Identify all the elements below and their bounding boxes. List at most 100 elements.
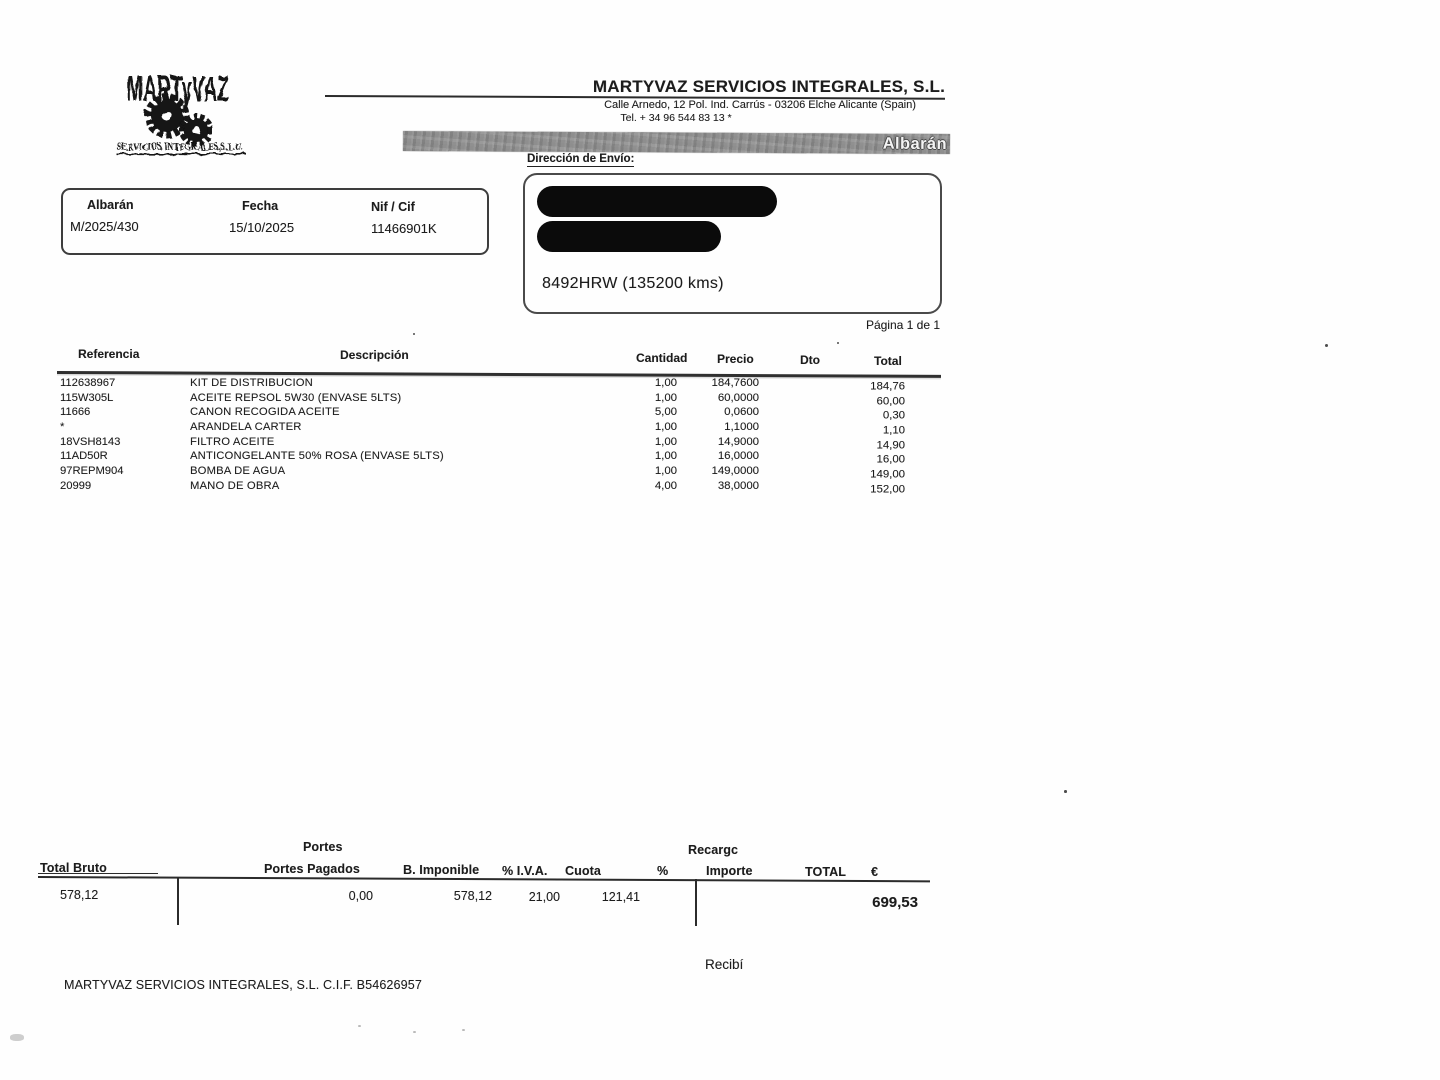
page-indicator: Página 1 de 1 <box>865 318 940 332</box>
col-header-descripcion: Descripción <box>340 348 409 362</box>
scan-speck <box>358 1025 361 1027</box>
scan-speck <box>413 1031 416 1033</box>
item-qty: 1,00 <box>654 465 677 478</box>
item-dto <box>759 391 831 406</box>
portes-label: Portes <box>303 840 343 854</box>
company-phone: Tel. + 34 96 544 83 13 * <box>620 112 732 124</box>
item-dto <box>759 464 831 479</box>
item-ref: 97REPM904 <box>60 465 124 478</box>
item-ref: 11AD50R <box>60 450 108 463</box>
item-dto <box>759 479 831 494</box>
item-dto <box>759 435 831 450</box>
nif-cif-value: 11466901K <box>371 221 437 236</box>
recibi-label: Recibí <box>705 957 744 972</box>
company-name: MARTYVAZ SERVICIOS INTEGRALES, S.L. <box>592 77 945 96</box>
col-header-referencia: Referencia <box>78 347 140 361</box>
scan-speck <box>1325 344 1328 347</box>
euro-symbol: € <box>871 865 879 879</box>
item-total: 152,00 <box>870 483 905 496</box>
item-price: 0,0600 <box>724 406 759 419</box>
table-row: 97REPM904 BOMBA DE AGUA 1,00 149,0000 149,00 <box>60 464 905 481</box>
shipping-address-box: 8492HRW (135200 kms) <box>523 173 942 314</box>
iva-label: % I.V.A. <box>502 864 548 878</box>
logo-wordmark: MARTyVAZ <box>127 68 229 109</box>
total-label: TOTAL <box>805 865 847 879</box>
company-logo: MARTyVAZ SERVICIOS INTEGRALES,S.L.U. <box>116 68 246 155</box>
item-ref: 18VSH8143 <box>60 435 121 448</box>
item-total: 1,10 <box>882 424 905 437</box>
grand-total-value: 699,53 <box>872 894 918 911</box>
item-ref: * <box>60 421 65 434</box>
totals-divider <box>695 879 697 926</box>
item-qty: 4,00 <box>654 479 677 492</box>
item-qty: 1,00 <box>654 435 677 448</box>
footer-company-cif: MARTYVAZ SERVICIOS INTEGRALES, S.L. C.I.… <box>64 978 422 992</box>
scan-speck <box>462 1029 465 1031</box>
item-price: 38,0000 <box>717 479 759 492</box>
table-row: 115W305L ACEITE REPSOL 5W30 (ENVASE 5LTS)… <box>60 391 905 408</box>
nif-cif-label: Nif / Cif <box>371 200 415 214</box>
col-header-precio: Precio <box>717 352 754 366</box>
item-dto <box>759 405 831 420</box>
redaction-bar <box>537 221 721 252</box>
scan-speck <box>413 333 415 335</box>
scan-speck <box>1064 790 1067 793</box>
cuota-value: 121,41 <box>601 890 640 904</box>
item-total: 149,00 <box>870 468 905 481</box>
totals-divider <box>177 878 179 925</box>
fecha-value: 15/10/2025 <box>229 220 295 235</box>
iva-value: 21,00 <box>528 890 560 904</box>
importe-label: Importe <box>706 864 753 878</box>
item-price: 14,9000 <box>717 435 759 448</box>
portes-pagados-value: 0,00 <box>348 889 373 903</box>
shipping-address-label: Dirección de Envío: <box>527 153 635 167</box>
table-row: 112638967 KIT DE DISTRIBUCION 1,00 184,7600… <box>60 376 905 393</box>
gear-icon <box>144 93 213 147</box>
item-total: 60,00 <box>876 395 905 408</box>
item-qty: 1,00 <box>654 377 677 389</box>
item-qty: 5,00 <box>654 406 677 419</box>
recargo-pct-label: % <box>657 864 669 878</box>
total-bruto-label: Total Bruto <box>40 861 107 875</box>
scan-smudge <box>10 1034 24 1041</box>
company-address: Calle Arnedo, 12 Pol. Ind. Carrús - 0320… <box>604 99 916 111</box>
item-total: 16,00 <box>876 453 905 466</box>
scan-speck <box>837 342 839 344</box>
item-ref: 11666 <box>60 406 91 419</box>
total-bruto-underline <box>38 872 158 875</box>
albaran-number-value: M/2025/430 <box>70 219 139 234</box>
recargo-label: Recargc <box>688 843 739 857</box>
item-qty: 1,00 <box>654 421 677 434</box>
albaran-banner-label: Albarán <box>882 134 948 153</box>
albaran-banner: Albarán <box>402 131 951 155</box>
item-desc: ARANDELA CARTER <box>190 421 302 434</box>
base-imponible-label: B. Imponible <box>403 863 480 877</box>
item-qty: 1,00 <box>654 450 677 463</box>
item-desc: MANO DE OBRA <box>190 479 280 492</box>
table-row: * ARANDELA CARTER 1,00 1,1000 1,10 <box>60 420 905 437</box>
col-header-dto: Dto <box>800 353 820 367</box>
item-desc: FILTRO ACEITE <box>190 435 275 448</box>
item-qty: 1,00 <box>654 391 677 404</box>
item-dto <box>759 420 831 435</box>
total-bruto-value: 578,12 <box>60 888 99 902</box>
item-total: 14,90 <box>876 439 905 452</box>
item-price: 60,0000 <box>717 391 759 404</box>
item-ref: 115W305L <box>60 391 114 404</box>
col-header-cantidad: Cantidad <box>636 351 688 365</box>
items-rows: 112638967 KIT DE DISTRIBUCION 1,00 184,7600… <box>60 376 905 496</box>
portes-pagados-label: Portes Pagados <box>264 862 360 876</box>
item-total: 0,30 <box>882 409 905 422</box>
item-price: 1,1000 <box>724 421 759 434</box>
item-dto <box>759 376 831 391</box>
table-row: 20999 MANO DE OBRA 4,00 38,0000 152,00 <box>60 479 905 496</box>
item-price: 16,0000 <box>717 450 759 463</box>
redaction-bar <box>537 186 777 217</box>
table-row: 18VSH8143 FILTRO ACEITE 1,00 14,9000 14,90 <box>60 435 905 452</box>
item-total: 184,76 <box>870 380 905 393</box>
col-header-total: Total <box>874 354 902 368</box>
item-desc: ANTICONGELANTE 50% ROSA (ENVASE 5LTS) <box>190 450 444 463</box>
vehicle-plate-kms: 8492HRW (135200 kms) <box>542 275 724 292</box>
totals-rule <box>37 876 930 883</box>
